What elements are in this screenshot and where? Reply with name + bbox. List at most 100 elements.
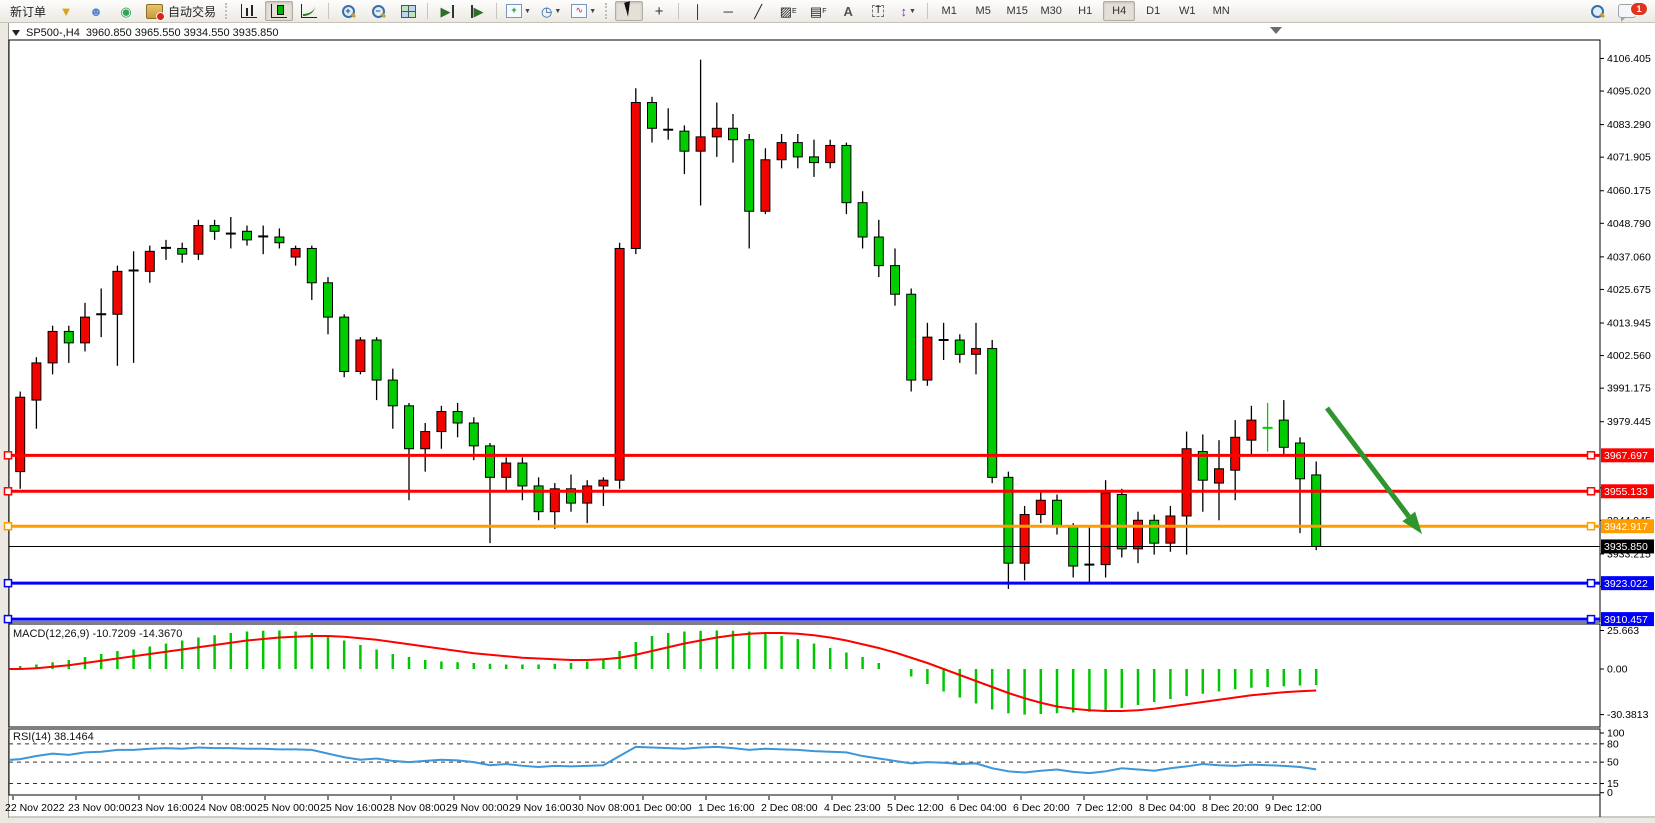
funnel-icon: ▼ — [59, 3, 73, 19]
price-tick-label: 4002.560 — [1607, 350, 1651, 362]
timeframe-h4-button[interactable]: H4 — [1103, 1, 1136, 21]
bull-candle — [80, 316, 90, 344]
price-tick-label: 4095.020 — [1607, 86, 1651, 98]
price-tick-label: 3991.175 — [1607, 383, 1651, 395]
timeframe-h1-button[interactable]: H1 — [1078, 5, 1093, 17]
cursor-icon — [624, 1, 634, 17]
hline-handle[interactable] — [1586, 614, 1596, 624]
hline-handle[interactable] — [1586, 578, 1596, 588]
autotrading-button[interactable]: 自动交易 — [142, 1, 220, 21]
crosshair-tool-button[interactable]: + — [645, 1, 673, 21]
bull-candle — [614, 247, 625, 481]
trendline-tool-button[interactable]: ╱ — [744, 1, 772, 21]
hline-handle[interactable] — [3, 451, 13, 460]
bull-candle — [630, 102, 641, 249]
timeframe-w1-button[interactable]: W1 — [1178, 5, 1196, 17]
bear-candle — [1278, 419, 1289, 448]
hline-handle[interactable] — [1586, 521, 1596, 531]
time-tick-label: 22 Nov 2022 — [5, 802, 65, 814]
chevron-down-icon: ▼ — [589, 7, 597, 15]
zoom-out-icon: − — [371, 4, 386, 19]
bull-candle — [47, 330, 58, 364]
timeframe-m30-button[interactable]: M30 — [1040, 5, 1062, 17]
line-chart-mode-button[interactable] — [295, 1, 323, 21]
chart-canvas: 4106.405 4095.020 4083.290 4071.905 4060.175… — [0, 27, 1655, 818]
bull-candle — [922, 336, 933, 381]
price-tick-label: 4037.060 — [1607, 251, 1651, 263]
bull-candle — [112, 270, 123, 315]
bull-candle — [549, 488, 560, 513]
price-tick-label: 4013.945 — [1607, 318, 1651, 330]
signals-button[interactable]: ◉ — [112, 1, 140, 21]
new-chart-button[interactable]: + ▼ — [502, 1, 535, 21]
toolbar-separator — [427, 3, 429, 19]
price-tick-label: 4025.675 — [1607, 284, 1651, 296]
bull-candle — [420, 431, 431, 450]
hline-handle[interactable] — [1586, 451, 1596, 460]
price-label-text: 3955.133 — [1604, 486, 1648, 498]
bull-candle — [711, 127, 722, 138]
timeframe-m1-button[interactable]: M1 — [941, 5, 957, 17]
trendline-icon: ╱ — [754, 3, 763, 19]
zoom-out-button[interactable]: − — [364, 1, 392, 21]
arrows-tool-button[interactable]: ↕ ▼ — [894, 1, 922, 21]
autoscroll-button[interactable]: ▶ — [433, 1, 461, 21]
fibonacci-tool-button[interactable]: ▤ F — [804, 1, 832, 21]
text-tool-button[interactable]: A — [834, 1, 862, 21]
price-label-box — [1601, 576, 1654, 591]
rsi-axis-label: 100 — [1607, 728, 1625, 740]
bear-candle — [987, 348, 998, 478]
time-tick-label: 25 Nov 16:00 — [320, 802, 383, 814]
timeframe-m15-button[interactable]: M15 — [1006, 5, 1028, 17]
candlestick-chart-icon — [271, 4, 288, 18]
hline-handle[interactable] — [1586, 487, 1596, 496]
bear-candle — [533, 485, 544, 513]
hline-handle[interactable] — [3, 614, 13, 624]
candle-chart-mode-button[interactable] — [265, 1, 294, 21]
hline-handle[interactable] — [3, 487, 13, 496]
bull-candle — [0, 470, 9, 489]
time-tick-label: 30 Nov 08:00 — [572, 802, 635, 814]
bear-candle — [63, 330, 74, 344]
bear-candle — [1149, 519, 1160, 544]
chart-shift-marker[interactable] — [1270, 27, 1282, 34]
cursor-tool-button[interactable] — [615, 1, 644, 21]
notifications-button[interactable]: 1 — [1613, 1, 1648, 22]
chevron-down-icon: ▼ — [524, 7, 531, 15]
one-click-trading-toggle[interactable] — [12, 30, 20, 36]
metaeditor-button[interactable]: ☻ — [82, 1, 110, 21]
vertical-line-tool-button[interactable]: │ — [684, 1, 712, 21]
toolbar-separator — [678, 3, 680, 19]
price-tick-label: 4071.905 — [1607, 152, 1651, 164]
trend-arrow-line[interactable] — [1325, 406, 1411, 518]
funnel-button[interactable]: ▼ — [52, 1, 80, 21]
search-button[interactable] — [1583, 1, 1611, 21]
hline-handle[interactable] — [3, 578, 13, 588]
bear-candle — [209, 225, 220, 232]
tile-windows-icon — [401, 5, 417, 18]
timeframe-d1-button[interactable]: D1 — [1146, 5, 1161, 17]
bull-candle — [501, 462, 512, 478]
bull-candle — [31, 362, 42, 401]
channel-icon-sub: E — [792, 7, 797, 15]
bear-candle — [452, 411, 463, 424]
arrows-icon: ↕ — [900, 3, 907, 19]
periods-button[interactable]: ◷ ▼ — [537, 1, 565, 21]
text-label-tool-button[interactable]: T — [864, 1, 892, 21]
rsi-line — [9, 745, 1317, 775]
indicators-button[interactable]: ∿ ▼ — [567, 1, 600, 21]
channel-tool-button[interactable]: ▨ E — [774, 1, 802, 21]
timeframe-m5-button[interactable]: M5 — [975, 5, 991, 17]
horizontal-line-tool-button[interactable]: ─ — [714, 1, 742, 21]
hline-handle[interactable] — [3, 521, 13, 531]
chart-shift-button[interactable]: ▶ — [463, 1, 491, 21]
candles-layer — [0, 59, 1322, 589]
tile-windows-button[interactable] — [394, 1, 422, 21]
trend-arrow-head[interactable] — [1402, 511, 1422, 534]
bear-candle — [485, 445, 495, 478]
bar-chart-mode-button[interactable] — [235, 1, 263, 21]
new-order-button[interactable]: 新订单 — [10, 4, 47, 19]
bear-candle — [647, 102, 657, 129]
timeframe-mn-button[interactable]: MN — [1212, 5, 1230, 17]
zoom-in-button[interactable]: + — [334, 1, 362, 21]
